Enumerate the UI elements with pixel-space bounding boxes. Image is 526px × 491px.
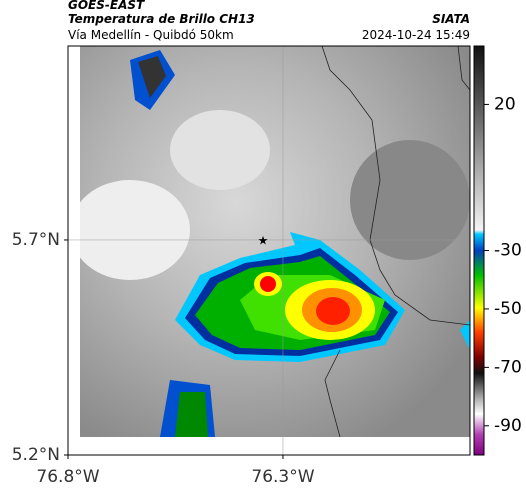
- y-tick-label: 5.7°N: [12, 230, 60, 250]
- y-tick-label: 5.2°N: [12, 445, 60, 465]
- map-frame: [67, 45, 471, 456]
- satellite: GOES-EAST: [68, 0, 145, 12]
- timestamp: 2024-10-24 15:49: [362, 28, 470, 42]
- source: SIATA: [432, 12, 470, 26]
- imagery: [80, 46, 470, 437]
- x-tick-label: 76.3°W: [251, 467, 314, 487]
- colorbar-tick-label: -50: [494, 299, 522, 319]
- region: Vía Medellín - Quibdó 50km: [68, 28, 234, 42]
- colorbar-tick-label: -70: [494, 357, 522, 377]
- product: Temperatura de Brillo CH13: [68, 12, 255, 26]
- x-tick-label: 76.8°W: [36, 467, 99, 487]
- colorbar: [473, 45, 485, 456]
- colorbar-tick-label: 20: [494, 94, 516, 114]
- colorbar-tick-label: -30: [494, 241, 522, 261]
- colorbar-tick-label: -90: [494, 416, 522, 436]
- location-marker: ★: [258, 234, 269, 248]
